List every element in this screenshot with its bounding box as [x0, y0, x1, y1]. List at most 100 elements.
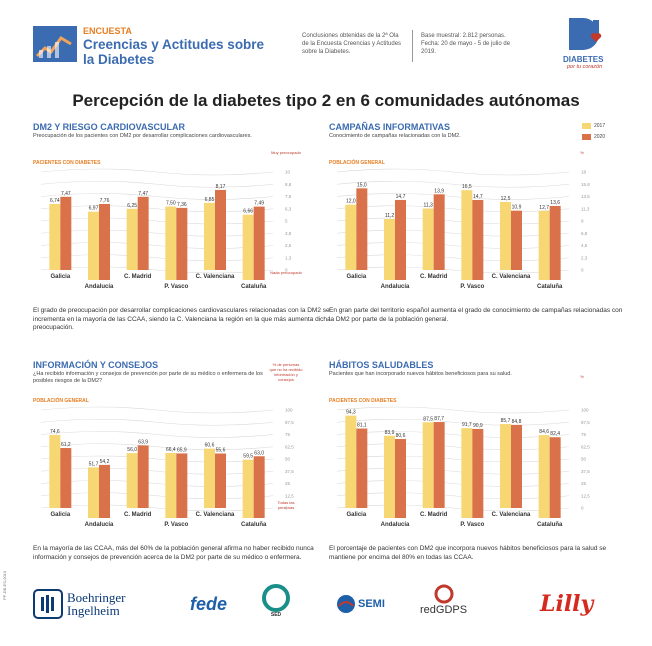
- panel-group: PACIENTES CON DIABETES: [33, 160, 101, 166]
- panel-title: DM2 Y RIESGO CARDIOVASCULAR: [33, 122, 186, 132]
- bar-2017: [49, 434, 61, 508]
- semi-icon: [337, 595, 355, 613]
- panel-title: HÁBITOS SALUDABLES: [329, 360, 434, 370]
- axis-tick-label: 13,5: [581, 194, 590, 199]
- survey-title: Creencias y Actitudes sobre la Diabetes: [83, 37, 265, 67]
- category-label: C. Valenciana: [196, 512, 235, 518]
- diabetes-logo-text: DIABETES: [563, 55, 604, 64]
- data-label: 15,0: [357, 182, 367, 188]
- axis-tick-label: 75: [285, 432, 291, 437]
- bar-2017: [538, 435, 550, 518]
- category-label: Galicia: [50, 512, 70, 518]
- axis-tick-label: 87,5: [285, 420, 294, 425]
- bar-2020: [253, 456, 265, 518]
- bar-2017: [126, 453, 138, 508]
- bar-2017: [422, 208, 434, 270]
- bar-2020: [176, 453, 188, 518]
- legend-label-2017: 2017: [594, 123, 606, 129]
- axis-tick-label: 9: [581, 219, 584, 224]
- logo-lilly: Lilly: [540, 584, 593, 624]
- bar-2017: [88, 211, 99, 280]
- axis-tick-label: 1,3: [285, 255, 292, 260]
- data-label: 13,6: [550, 200, 560, 206]
- bar-2020: [99, 203, 110, 280]
- legend-swatch-2020: [582, 134, 591, 140]
- axis-tick-label: 4,5: [581, 243, 588, 248]
- gridline: [40, 217, 274, 225]
- gridline: [336, 443, 570, 451]
- panel-subtitle: ¿Ha recibido información y consejos de p…: [33, 371, 263, 384]
- bar-2017: [422, 422, 434, 508]
- gridline: [40, 467, 274, 475]
- category-label: Andalucía: [381, 522, 410, 528]
- data-label: 84,8: [512, 419, 522, 425]
- gridline: [336, 205, 570, 213]
- data-label: 6,25: [127, 203, 137, 209]
- bar-2017: [49, 203, 61, 270]
- data-label: 56,0: [127, 447, 137, 453]
- legend-label-2020: 2020: [594, 134, 606, 140]
- diabetes-logo-icon: [565, 16, 609, 52]
- category-label: Cataluña: [241, 522, 267, 528]
- category-label: Cataluña: [241, 284, 267, 290]
- category-label: Andalucía: [381, 284, 410, 290]
- panel-group: POBLACIÓN GENERAL: [329, 160, 385, 166]
- data-label: 82,4: [550, 431, 560, 437]
- gridline: [336, 168, 570, 176]
- data-label: 14,7: [473, 194, 483, 200]
- bar-2017: [204, 202, 215, 270]
- gridline: [40, 480, 274, 487]
- gridline: [336, 455, 570, 463]
- gridline: [336, 504, 570, 512]
- axis-tick-label: 0: [285, 506, 288, 511]
- gridline: [40, 504, 274, 512]
- sed-icon: [262, 584, 290, 612]
- gridline: [40, 205, 274, 213]
- bar-2017: [500, 201, 511, 270]
- data-label: 7,50: [166, 201, 176, 207]
- document-code: PP-DB-ES-0010: [2, 570, 7, 600]
- data-label: 55,6: [216, 448, 226, 454]
- bar-2020: [549, 205, 561, 280]
- category-label: C. Valenciana: [492, 512, 531, 518]
- chart-dm2-riesgo: 01,32,53,856,37,58,8106,747,47Galicia6,9…: [40, 168, 292, 290]
- gridline: [40, 193, 274, 200]
- bar-2017: [461, 428, 473, 518]
- data-label: 66,4: [166, 447, 176, 453]
- legend-item-2017: 2017: [582, 123, 605, 129]
- note-top: % de personas que no ha recibido informa…: [269, 362, 303, 382]
- bar-2020: [395, 199, 406, 280]
- bar-2020: [549, 437, 561, 518]
- survey-note: Conclusiones obtenidas de la 2ª Ola de l…: [302, 33, 402, 55]
- note-bottom: Nada preocupado: [270, 270, 302, 275]
- axis-tick-label: 2,3: [581, 255, 588, 260]
- data-label: 51,7: [89, 461, 99, 467]
- bar-2017: [242, 459, 254, 518]
- category-label: P. Vasco: [164, 284, 188, 290]
- gridline: [336, 266, 570, 274]
- axis-tick-label: 6,3: [285, 206, 292, 211]
- gridline: [336, 431, 570, 438]
- data-label: 6,66: [243, 209, 253, 215]
- bar-2017: [204, 448, 215, 508]
- gridline: [40, 180, 274, 188]
- bar-2020: [433, 422, 445, 508]
- fede-text: fede: [190, 593, 228, 614]
- data-label: 90,9: [473, 423, 483, 429]
- data-label: 54,2: [100, 459, 110, 465]
- legend: 2017 2020: [582, 123, 605, 145]
- legend-item-2020: 2020: [582, 134, 605, 140]
- bar-2020: [472, 428, 484, 518]
- chart-campanas: 0 2,3 4,5 6,8 9 11,3 13,5 15,8 18 12,0 15,0 Galicia…: [336, 168, 590, 290]
- panel-description: El grado de preocupación por desarrollar…: [33, 307, 331, 331]
- header-logo-icon: [33, 26, 77, 62]
- category-label: Galicia: [50, 274, 70, 280]
- data-label: 7,76: [100, 198, 110, 204]
- data-label: 84,6: [539, 429, 549, 435]
- gridline: [40, 266, 274, 274]
- bar-2017: [345, 204, 357, 270]
- panel-description: En gran parte del territorio español aum…: [329, 307, 623, 323]
- data-label: 16,5: [462, 184, 472, 190]
- axis-tick-label: 37,5: [285, 469, 294, 474]
- logo-redgdps: redGDPS: [420, 584, 467, 624]
